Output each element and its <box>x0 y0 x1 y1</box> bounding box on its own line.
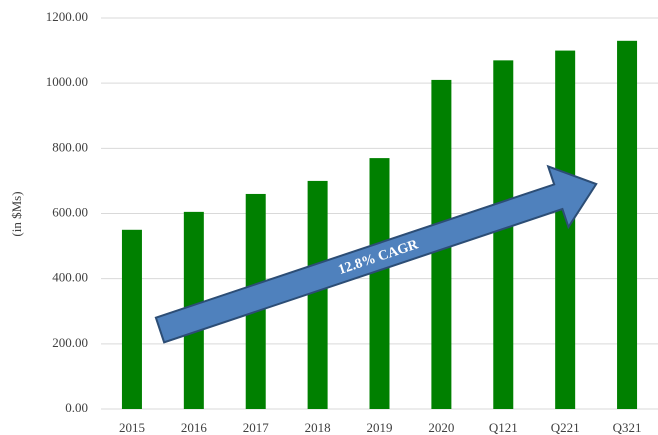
y-axis-label: (in $Ms) <box>9 191 24 236</box>
x-tick-label: Q321 <box>613 420 642 435</box>
x-tick-label: Q221 <box>551 420 580 435</box>
cagr-arrow: 12.8% CAGR <box>154 164 598 344</box>
x-tick-label: 2020 <box>428 420 454 435</box>
bar <box>617 40 638 409</box>
x-tick-label: 2019 <box>367 420 393 435</box>
bar <box>493 60 514 409</box>
arrow-shape <box>154 164 598 344</box>
x-tick-label: 2018 <box>305 420 331 435</box>
y-tick-label: 800.00 <box>52 139 88 154</box>
x-tick-label: 2015 <box>119 420 145 435</box>
bar <box>555 50 576 409</box>
bar <box>121 229 142 409</box>
y-tick-label: 1200.00 <box>46 9 88 24</box>
x-tick-label: 2017 <box>243 420 270 435</box>
y-tick-label: 200.00 <box>52 335 88 350</box>
y-tick-label: 1000.00 <box>46 74 88 89</box>
x-tick-label: Q121 <box>489 420 518 435</box>
y-tick-label: 600.00 <box>52 204 88 219</box>
bar <box>307 180 328 409</box>
bar <box>369 158 390 409</box>
y-tick-label: 0.00 <box>65 400 88 415</box>
x-tick-label: 2016 <box>181 420 208 435</box>
y-tick-label: 400.00 <box>52 270 88 285</box>
